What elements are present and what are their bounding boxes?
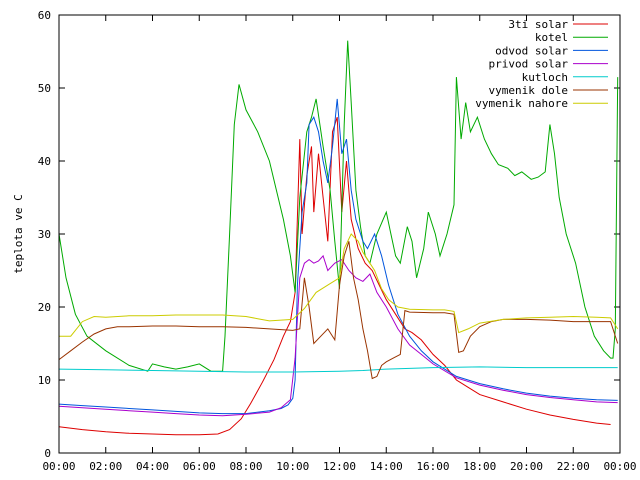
series-line — [58, 366, 618, 373]
series-lines — [58, 40, 619, 436]
legend-label: 3ti solar — [508, 18, 568, 31]
series-line — [58, 40, 619, 372]
x-tick-label: 00:00 — [42, 460, 75, 473]
x-tick-label: 16:00 — [416, 460, 449, 473]
x-tick-label: 20:00 — [510, 460, 543, 473]
series-line — [58, 254, 618, 417]
y-tick-label: 60 — [38, 9, 51, 22]
legend-label: vymenik dole — [489, 84, 568, 97]
series-line — [58, 241, 619, 380]
x-tick-label: 18:00 — [463, 460, 496, 473]
y-tick-label: 30 — [38, 228, 51, 241]
legend-label: privod solar — [489, 58, 569, 71]
series-line — [58, 98, 618, 415]
series-line — [58, 117, 611, 436]
x-tick-label: 04:00 — [136, 460, 169, 473]
x-tick-label: 00:00 — [603, 460, 636, 473]
x-tick-label: 02:00 — [89, 460, 122, 473]
x-tick-label: 08:00 — [229, 460, 262, 473]
x-tick-label: 22:00 — [557, 460, 590, 473]
x-tick-label: 06:00 — [183, 460, 216, 473]
y-tick-label: 20 — [38, 301, 51, 314]
x-tick-label: 14:00 — [370, 460, 403, 473]
plot-frame — [58, 14, 621, 454]
legend-label: odvod solar — [495, 44, 568, 57]
x-tick-label: 12:00 — [323, 460, 356, 473]
y-tick-label: 10 — [38, 374, 51, 387]
x-tick-label: 10:00 — [276, 460, 309, 473]
legend-label: kutloch — [522, 71, 568, 84]
legend-label: vymenik nahore — [475, 97, 568, 110]
y-tick-label: 50 — [38, 82, 51, 95]
y-tick-label: 40 — [38, 155, 51, 168]
legend-label: kotel — [535, 31, 568, 44]
y-tick-label: 0 — [44, 447, 51, 460]
axis-ticks: 00:00 02:00 04:00 06:00 08:00 10:00 12:00 14:00… — [38, 9, 637, 473]
y-axis-label: teplota ve C — [12, 194, 25, 273]
series-line — [59, 233, 619, 337]
